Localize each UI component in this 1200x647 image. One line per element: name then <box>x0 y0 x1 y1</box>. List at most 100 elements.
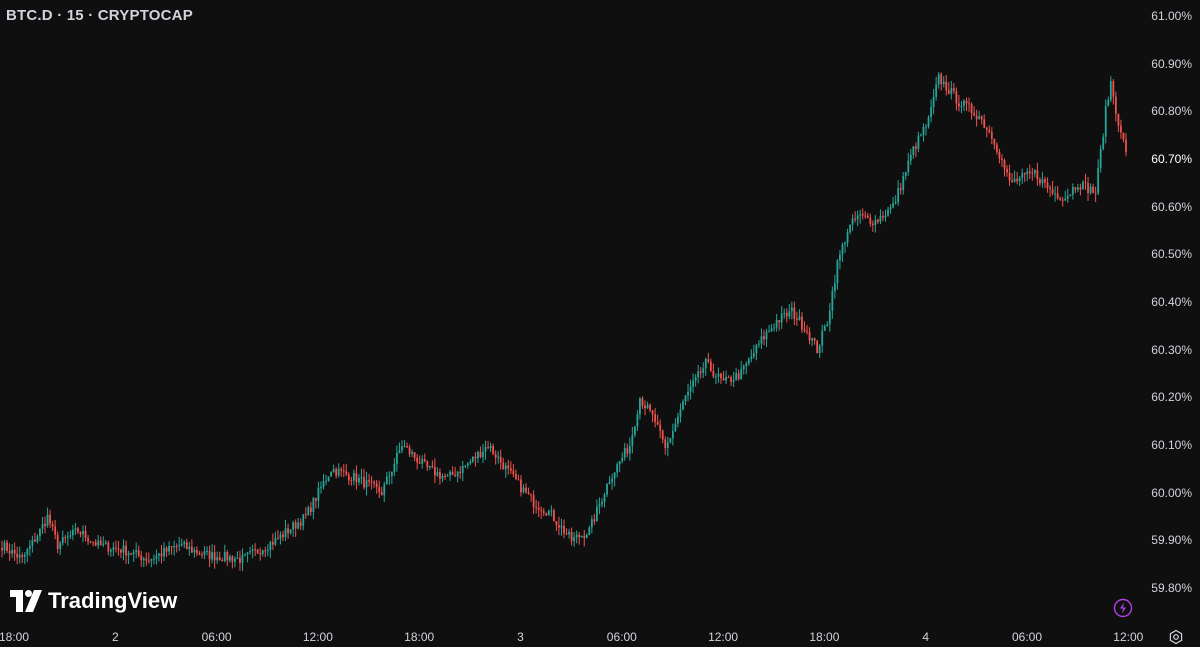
candle <box>277 530 279 540</box>
candle <box>350 476 353 486</box>
candle <box>899 183 902 195</box>
candle-body <box>375 483 378 488</box>
candle-body <box>646 404 649 409</box>
candle-body <box>289 529 292 534</box>
candle <box>158 553 160 562</box>
candle <box>1036 162 1039 186</box>
candle-body <box>717 373 720 377</box>
candle-body <box>56 534 59 550</box>
x-tick-label: 18:00 <box>809 630 840 644</box>
candle <box>717 367 720 383</box>
candle-body <box>193 549 196 553</box>
candle-body <box>127 553 130 556</box>
candle-body <box>512 470 515 475</box>
candle <box>568 528 570 539</box>
candle <box>99 536 102 546</box>
candle <box>137 545 140 558</box>
candle <box>112 542 115 557</box>
candle-body <box>912 146 915 155</box>
lightning-bolt-icon[interactable] <box>1113 598 1133 618</box>
candle-body <box>955 91 958 104</box>
candle-body <box>236 557 239 559</box>
candle-body <box>585 534 588 539</box>
candle-body <box>325 480 327 482</box>
candle <box>1046 177 1049 193</box>
candle-body <box>1003 160 1006 169</box>
candle <box>1087 176 1089 201</box>
candle <box>332 464 335 473</box>
candle-body <box>998 151 1001 159</box>
candle-body <box>403 446 406 448</box>
candle <box>515 469 517 480</box>
candle <box>570 527 573 546</box>
candle <box>1011 173 1013 184</box>
candle-body <box>380 492 383 496</box>
y-tick-label: 60.90% <box>1151 56 1192 71</box>
candle-body <box>183 542 186 545</box>
candle-body <box>542 511 545 513</box>
candle <box>661 429 664 444</box>
candle-body <box>428 466 431 468</box>
candle <box>740 360 743 380</box>
candle-body <box>866 215 869 218</box>
candle-body <box>342 470 345 472</box>
candle-body <box>107 542 110 552</box>
candle-body <box>120 549 122 553</box>
candle <box>684 394 687 406</box>
candle-body <box>568 531 570 535</box>
x-tick-label: 06:00 <box>1011 630 1043 644</box>
candle <box>223 544 226 563</box>
candle <box>203 546 206 560</box>
candle <box>765 328 768 347</box>
candle-body <box>816 340 819 354</box>
candle <box>565 528 568 536</box>
candle <box>193 547 196 558</box>
candle-body <box>249 550 251 553</box>
settings-icon[interactable] <box>1168 629 1184 645</box>
candle <box>216 551 219 564</box>
candle-body <box>3 542 6 551</box>
candle-body <box>1041 179 1044 184</box>
candle-body <box>985 127 988 130</box>
y-tick-label: 59.90% <box>1151 533 1192 548</box>
candle <box>421 455 424 469</box>
candle <box>1112 79 1115 105</box>
tradingview-logo[interactable]: TradingView <box>10 588 177 614</box>
candle <box>365 471 368 496</box>
candle <box>271 533 274 550</box>
candle-body <box>502 462 505 470</box>
symbol-title[interactable]: BTC.D · 15 · CRYPTOCAP <box>6 7 193 24</box>
candle-body <box>636 414 639 427</box>
candle-body <box>520 479 522 493</box>
candle <box>1069 194 1072 197</box>
candle <box>3 539 6 555</box>
candle-body <box>735 373 738 381</box>
candle <box>975 109 978 127</box>
candle-body <box>302 514 305 526</box>
candle-body <box>355 473 358 483</box>
candle-body <box>907 160 910 172</box>
candle-body <box>808 331 811 341</box>
candle <box>874 215 877 233</box>
candle-body <box>436 472 439 476</box>
candle <box>1064 190 1067 201</box>
candle-body <box>330 471 332 477</box>
candle <box>1041 172 1044 188</box>
candle-body <box>621 457 624 462</box>
candle-body <box>689 386 692 392</box>
candle <box>697 364 700 384</box>
candle <box>180 538 183 547</box>
candle-body <box>897 188 900 203</box>
candle <box>302 514 305 531</box>
y-tick-label: 60.60% <box>1151 199 1192 214</box>
candle-body <box>730 377 732 383</box>
candle-body <box>203 551 206 555</box>
candle-body <box>661 430 664 440</box>
candle <box>34 532 36 543</box>
candle <box>201 551 203 559</box>
candle-body <box>370 481 373 483</box>
candle-body <box>818 345 821 354</box>
candle-body <box>1056 193 1059 199</box>
candle <box>401 440 403 454</box>
